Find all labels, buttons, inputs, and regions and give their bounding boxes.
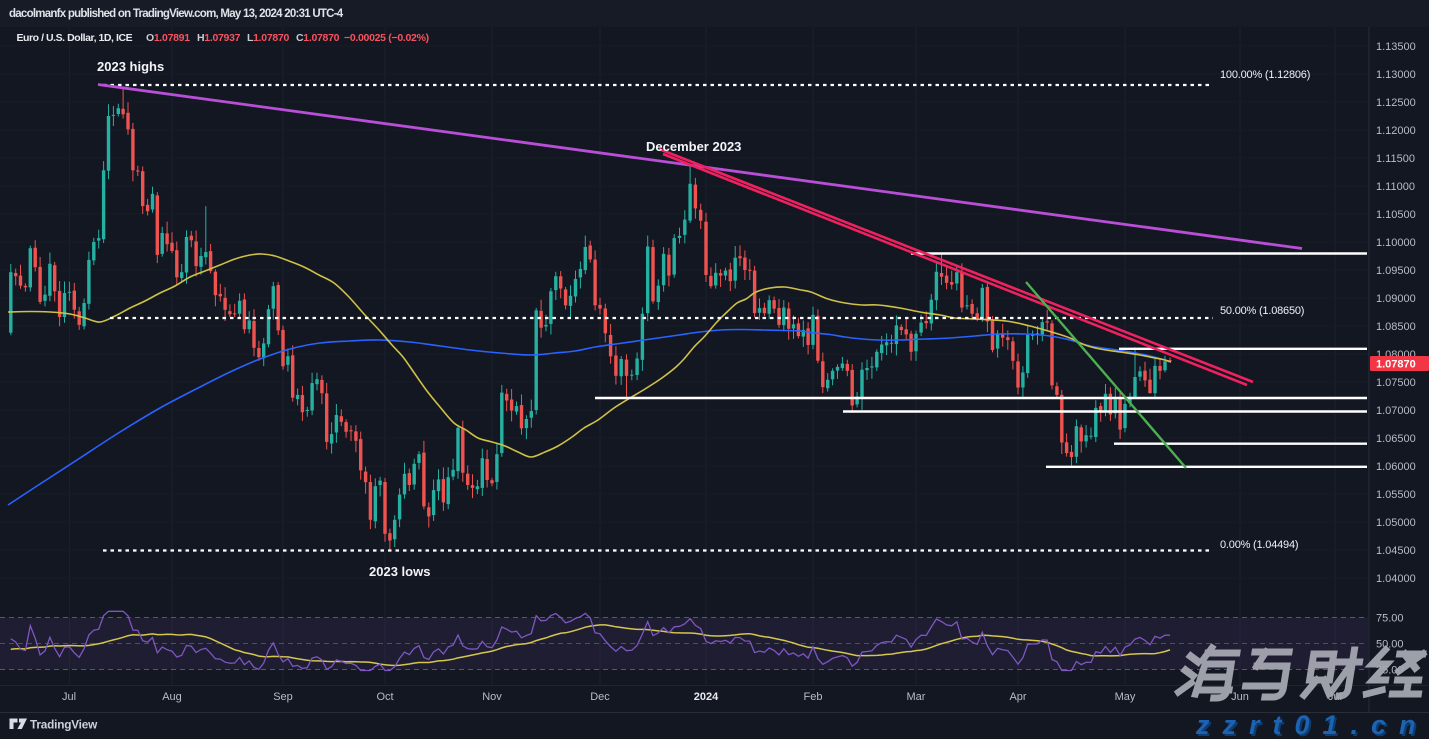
svg-text:O1.07891: O1.07891 (146, 32, 190, 44)
svg-text:C1.07870: C1.07870 (296, 32, 340, 44)
svg-text:0.00% (1.04494): 0.00% (1.04494) (1220, 539, 1298, 551)
svg-text:1.13500: 1.13500 (1376, 41, 1416, 53)
svg-text:1.09000: 1.09000 (1376, 293, 1416, 305)
svg-text:zzrt01.cn: zzrt01.cn (1195, 710, 1429, 739)
svg-text:L1.07870: L1.07870 (247, 32, 289, 44)
svg-text:zzrt01.cn: zzrt01.cn (1197, 712, 1429, 739)
svg-text:50.00% (1.08650): 50.00% (1.08650) (1220, 305, 1304, 317)
svg-text:Jun: Jun (1231, 691, 1249, 703)
svg-text:1.06000: 1.06000 (1376, 461, 1416, 473)
svg-text:Mar: Mar (907, 691, 926, 703)
svg-text:1.13000: 1.13000 (1376, 69, 1416, 81)
svg-text:1.05000: 1.05000 (1376, 517, 1416, 529)
svg-text:Nov: Nov (482, 691, 502, 703)
svg-text:−0.00025 (−0.02%): −0.00025 (−0.02%) (344, 32, 429, 44)
svg-text:1.10000: 1.10000 (1376, 237, 1416, 249)
svg-text:Oct: Oct (376, 691, 393, 703)
svg-text:1.07870: 1.07870 (1376, 359, 1416, 371)
svg-text:1.07000: 1.07000 (1376, 405, 1416, 417)
svg-text:50.00: 50.00 (1376, 639, 1404, 651)
svg-text:Sep: Sep (273, 691, 293, 703)
svg-text:Aug: Aug (162, 691, 182, 703)
svg-text:1.08500: 1.08500 (1376, 321, 1416, 333)
svg-text:1.04000: 1.04000 (1376, 573, 1416, 585)
svg-text:2024: 2024 (694, 691, 719, 703)
svg-text:Jul: Jul (62, 691, 76, 703)
svg-text:1.12500: 1.12500 (1376, 97, 1416, 109)
svg-text:Apr: Apr (1009, 691, 1026, 703)
svg-text:December 2023: December 2023 (646, 139, 741, 154)
svg-text:Dec: Dec (590, 691, 610, 703)
svg-text:1.11000: 1.11000 (1376, 181, 1415, 193)
svg-text:May: May (1115, 691, 1136, 703)
svg-text:1.04500: 1.04500 (1376, 545, 1416, 557)
svg-text:H1.07937: H1.07937 (197, 32, 241, 44)
svg-text:100.00% (1.12806): 100.00% (1.12806) (1220, 69, 1310, 81)
svg-text:1.11500: 1.11500 (1376, 153, 1415, 165)
svg-text:TradingView: TradingView (30, 718, 98, 732)
svg-text:2023 lows: 2023 lows (369, 564, 430, 579)
svg-text:1.09500: 1.09500 (1376, 265, 1416, 277)
svg-text:1.07500: 1.07500 (1376, 377, 1416, 389)
svg-text:dacolmanfx published on Tradin: dacolmanfx published on TradingView.com,… (9, 8, 344, 20)
svg-text:1.10500: 1.10500 (1376, 209, 1416, 221)
svg-text:1.05500: 1.05500 (1376, 489, 1416, 501)
svg-text:1.06500: 1.06500 (1376, 433, 1416, 445)
svg-text:2023 highs: 2023 highs (97, 59, 164, 74)
svg-text:1.12000: 1.12000 (1376, 125, 1416, 137)
svg-text:Feb: Feb (804, 691, 823, 703)
svg-text:Euro / U.S. Dollar, 1D, ICE: Euro / U.S. Dollar, 1D, ICE (17, 32, 133, 44)
svg-text:75.00: 75.00 (1376, 613, 1404, 625)
